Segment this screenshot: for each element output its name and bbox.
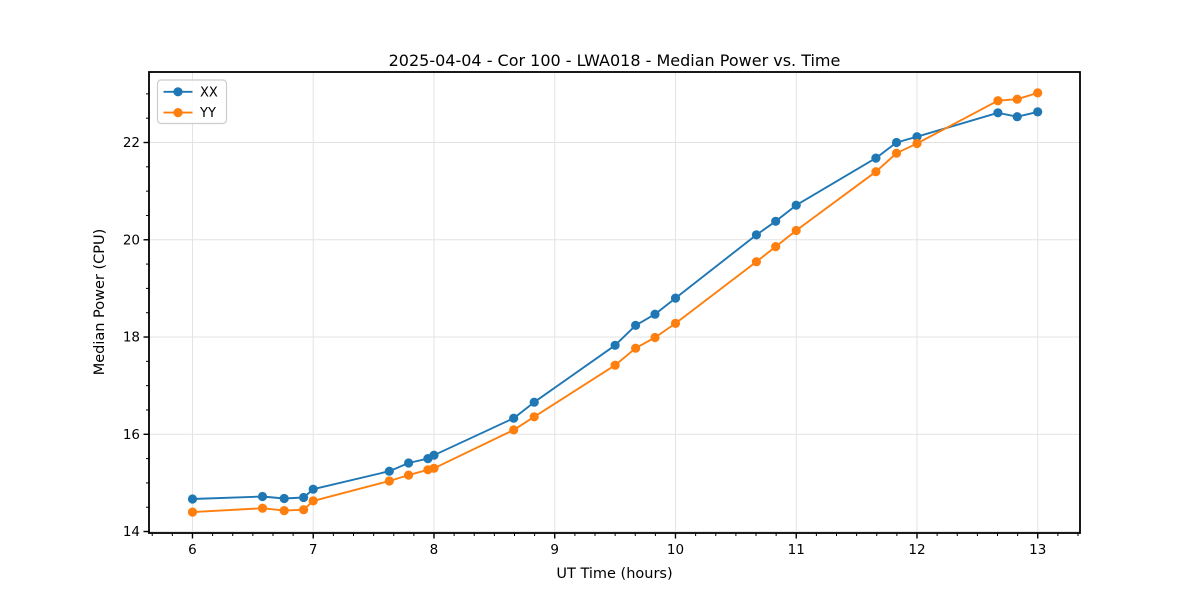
data-point-YY	[993, 96, 1003, 106]
y-tick-label: 14	[123, 524, 140, 540]
series-line-XX	[192, 110, 1038, 500]
x-tick-label: 13	[1029, 542, 1046, 558]
data-point-YY	[751, 257, 762, 267]
data-point-YY	[429, 463, 439, 473]
data-point-YY	[650, 332, 660, 343]
series-layer	[187, 88, 1043, 517]
y-tick-label: 16	[123, 427, 140, 443]
y-axis-label: Median Power (CPU)	[92, 229, 108, 376]
series-line-YY	[192, 91, 1038, 514]
data-point-YY	[257, 503, 268, 513]
data-point-XX	[771, 216, 781, 226]
data-point-XX	[257, 491, 268, 502]
x-tick-label: 9	[550, 542, 559, 558]
y-tick-label: 20	[123, 232, 140, 248]
data-point-XX	[912, 132, 922, 142]
data-point-YY	[610, 360, 620, 370]
data-point-XX	[429, 450, 439, 460]
data-point-XX	[610, 340, 620, 350]
data-point-XX	[993, 108, 1003, 118]
data-point-XX	[187, 494, 198, 504]
data-point-YY	[891, 148, 902, 158]
legend-label-XX: XX	[200, 85, 218, 100]
data-point-YY	[631, 343, 641, 353]
data-point-XX	[509, 413, 519, 423]
data-point-YY	[670, 318, 681, 328]
data-point-YY	[912, 138, 922, 149]
data-point-XX	[871, 153, 881, 163]
x-tick-label: 6	[188, 542, 197, 558]
data-point-XX	[279, 493, 289, 504]
data-point-XX	[670, 293, 681, 303]
data-point-XX	[299, 492, 309, 503]
data-point-YY	[871, 167, 881, 177]
data-point-YY	[279, 506, 289, 516]
data-point-XX	[1012, 112, 1022, 122]
data-point-XX	[631, 320, 641, 330]
data-point-YY	[308, 496, 318, 506]
axes-layer: 6 7 8 9 10 11 12 13 14 16 18 20 22	[123, 71, 1081, 558]
data-point-YY	[771, 242, 781, 252]
data-point-YY	[791, 225, 801, 236]
x-axis-label: UT Time (hours)	[556, 566, 672, 582]
data-point-YY	[187, 507, 198, 517]
legend-marker-XX	[173, 87, 183, 97]
data-point-XX	[384, 466, 394, 476]
data-point-YY	[1012, 94, 1022, 104]
x-tick-label: 10	[667, 542, 684, 558]
data-point-XX	[1033, 107, 1043, 117]
data-point-XX	[791, 200, 801, 210]
data-point-YY	[404, 470, 414, 480]
x-tick-label: 12	[908, 542, 925, 558]
data-point-XX	[751, 230, 762, 240]
data-point-XX	[891, 137, 902, 148]
grid-layer	[149, 72, 1080, 533]
data-point-YY	[509, 425, 519, 435]
data-point-XX	[529, 397, 539, 407]
y-tick-label: 18	[123, 330, 140, 346]
data-point-YY	[529, 412, 539, 422]
y-tick-label: 22	[123, 135, 140, 151]
data-point-XX	[404, 458, 414, 468]
x-tick-label: 11	[788, 542, 805, 558]
data-point-YY	[299, 505, 309, 515]
plot-border	[148, 71, 1081, 534]
data-point-YY	[384, 476, 394, 486]
chart-title: 2025-04-04 - Cor 100 - LWA018 - Median P…	[389, 51, 841, 70]
x-tick-label: 8	[430, 542, 439, 558]
legend-label-YY: YY	[199, 106, 216, 121]
x-tick-label: 7	[309, 542, 318, 558]
data-point-XX	[308, 484, 318, 494]
legend-marker-YY	[173, 108, 183, 118]
data-point-YY	[1033, 88, 1043, 98]
legend: XX YY	[156, 79, 228, 125]
data-point-XX	[650, 309, 660, 319]
